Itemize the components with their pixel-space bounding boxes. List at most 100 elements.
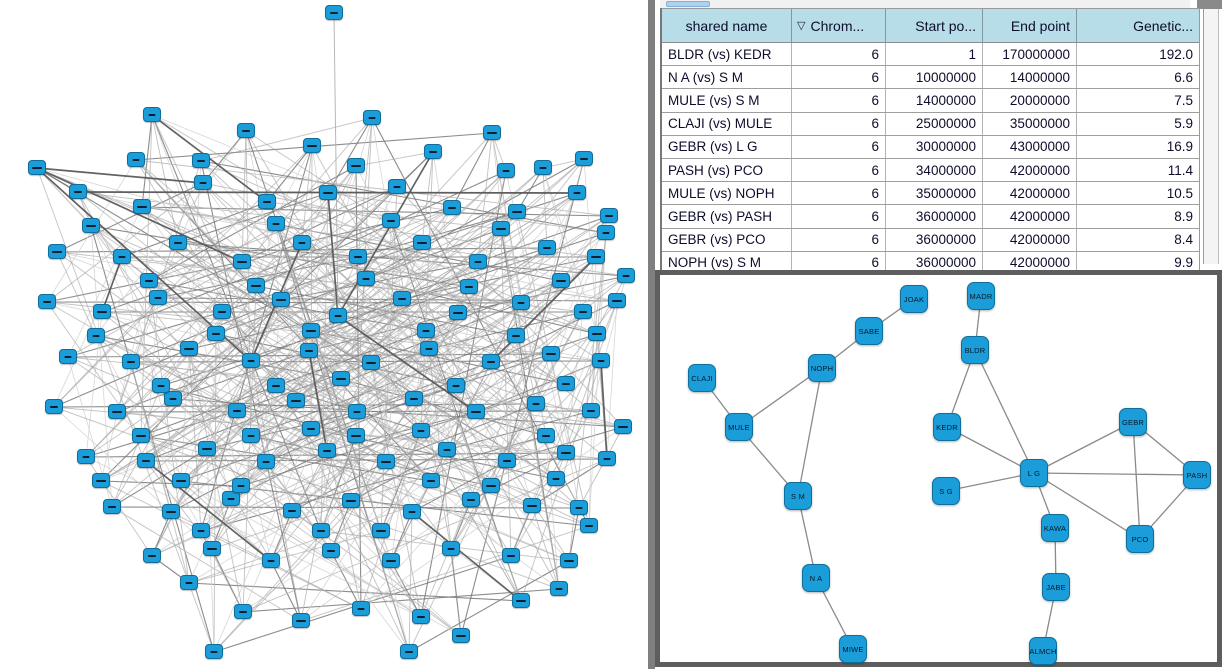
network-node[interactable] (422, 473, 440, 488)
network-node[interactable] (574, 304, 592, 319)
network-node[interactable] (152, 378, 170, 393)
network-node[interactable] (469, 254, 487, 269)
network-node[interactable] (292, 613, 310, 628)
table-row[interactable]: N A (vs) S M 6 10000000 14000000 6.6 (662, 66, 1199, 90)
network-node[interactable] (372, 523, 390, 538)
network-node[interactable] (234, 604, 252, 619)
network-node[interactable] (388, 179, 406, 194)
network-node[interactable] (438, 442, 456, 457)
network-node[interactable] (588, 326, 606, 341)
network-node[interactable] (508, 204, 526, 219)
network-node[interactable] (523, 498, 541, 513)
column-header-start-po---[interactable]: Start po... (886, 9, 983, 42)
network-node[interactable] (48, 244, 66, 259)
network-node[interactable] (137, 453, 155, 468)
column-header-shared-name[interactable]: shared name (662, 9, 792, 42)
network-node[interactable] (412, 609, 430, 624)
network-node[interactable] (547, 471, 565, 486)
network-node[interactable] (332, 371, 350, 386)
network-node[interactable] (93, 304, 111, 319)
network-node[interactable] (512, 295, 530, 310)
network-node[interactable] (498, 453, 516, 468)
network-node-gebr[interactable]: GEBR (1119, 408, 1147, 436)
network-node[interactable] (382, 213, 400, 228)
network-node[interactable] (113, 249, 131, 264)
network-node[interactable] (143, 107, 161, 122)
network-node[interactable] (283, 503, 301, 518)
network-node[interactable] (608, 293, 626, 308)
network-node-mule[interactable]: MULE (725, 413, 753, 441)
network-node[interactable] (483, 125, 501, 140)
network-node[interactable] (192, 523, 210, 538)
network-node[interactable] (467, 404, 485, 419)
network-node[interactable] (363, 110, 381, 125)
table-row[interactable]: MULE (vs) S M 6 14000000 20000000 7.5 (662, 89, 1199, 113)
network-node[interactable] (482, 478, 500, 493)
network-node[interactable] (597, 225, 615, 240)
network-node[interactable] (69, 184, 87, 199)
network-node[interactable] (592, 353, 610, 368)
network-node[interactable] (348, 404, 366, 419)
network-node[interactable] (257, 454, 275, 469)
network-node[interactable] (287, 393, 305, 408)
network-node[interactable] (272, 292, 290, 307)
network-node[interactable] (213, 304, 231, 319)
table-row[interactable]: PASH (vs) PCO 6 34000000 42000000 11.4 (662, 158, 1199, 183)
network-node[interactable] (460, 279, 478, 294)
network-node[interactable] (267, 378, 285, 393)
scrollbar-thumb[interactable] (666, 1, 710, 7)
network-node-jabe[interactable]: JABE (1042, 573, 1070, 601)
network-node[interactable] (413, 235, 431, 250)
network-node[interactable] (443, 200, 461, 215)
network-node[interactable] (538, 240, 556, 255)
panel-divider[interactable] (648, 0, 655, 669)
network-node-joak[interactable]: JOAK (900, 285, 928, 313)
network-node[interactable] (598, 451, 616, 466)
column-header-genetic---[interactable]: Genetic... (1077, 9, 1199, 42)
network-node-madr[interactable]: MADR (967, 282, 995, 310)
network-node[interactable] (103, 499, 121, 514)
network-node[interactable] (587, 249, 605, 264)
network-node[interactable] (194, 175, 212, 190)
table-row[interactable]: GEBR (vs) PCO 6 36000000 42000000 8.4 (662, 228, 1199, 252)
network-node[interactable] (568, 185, 586, 200)
network-node[interactable] (357, 271, 375, 286)
network-node[interactable] (293, 235, 311, 250)
network-node[interactable] (352, 601, 370, 616)
network-node[interactable] (575, 151, 593, 166)
network-node-claji[interactable]: CLAJI (688, 364, 716, 392)
network-node[interactable] (447, 378, 465, 393)
network-node[interactable] (303, 138, 321, 153)
network-node[interactable] (87, 328, 105, 343)
network-node[interactable] (222, 491, 240, 506)
network-node[interactable] (133, 199, 151, 214)
network-node[interactable] (207, 326, 225, 341)
network-node[interactable] (537, 428, 555, 443)
network-node[interactable] (38, 294, 56, 309)
network-node[interactable] (502, 548, 520, 563)
network-node[interactable] (233, 254, 251, 269)
network-node[interactable] (550, 581, 568, 596)
network-node[interactable] (198, 441, 216, 456)
network-node[interactable] (420, 341, 438, 356)
network-node[interactable] (302, 323, 320, 338)
table-scrollbar-horizontal[interactable] (660, 0, 1190, 8)
network-node[interactable] (560, 553, 578, 568)
network-node[interactable] (162, 504, 180, 519)
network-node[interactable] (412, 423, 430, 438)
table-row[interactable]: CLAJI (vs) MULE 6 25000000 35000000 5.9 (662, 112, 1199, 136)
network-node[interactable] (570, 500, 588, 515)
network-node[interactable] (203, 541, 221, 556)
table-row[interactable]: BLDR (vs) KEDR 6 1 170000000 192.0 (662, 43, 1199, 67)
column-header-end-point[interactable]: End point (983, 9, 1077, 42)
network-node[interactable] (362, 355, 380, 370)
network-node[interactable] (614, 419, 632, 434)
network-node[interactable] (580, 518, 598, 533)
table-row[interactable]: GEBR (vs) PASH 6 36000000 42000000 8.9 (662, 205, 1199, 229)
network-node[interactable] (45, 399, 63, 414)
network-node-kedr[interactable]: KEDR (933, 413, 961, 441)
network-node[interactable] (492, 221, 510, 236)
network-node[interactable] (377, 454, 395, 469)
network-node[interactable] (403, 504, 421, 519)
network-node-s-m[interactable]: S M (784, 482, 812, 510)
